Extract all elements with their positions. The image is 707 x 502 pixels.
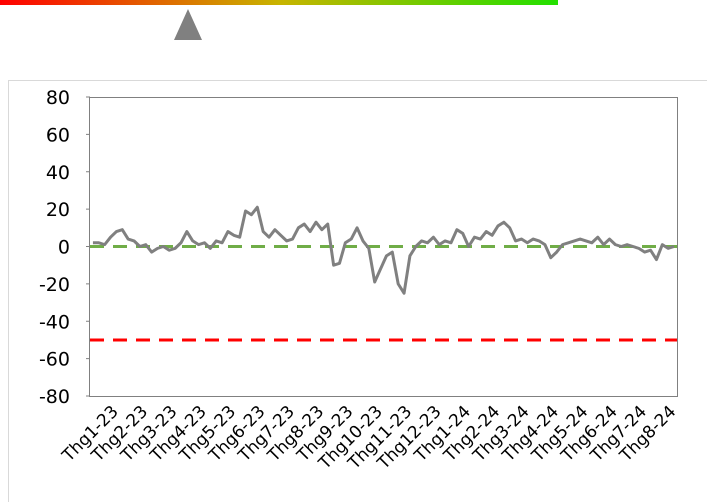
- y-tick-label: 80: [46, 87, 70, 109]
- y-tick-label: -60: [39, 349, 70, 371]
- chart-frame: [8, 80, 707, 502]
- y-tick-label: 40: [46, 162, 70, 184]
- y-tick-label: -40: [39, 311, 70, 333]
- y-tick-label: -80: [39, 386, 70, 408]
- y-tick-label: 60: [46, 124, 70, 146]
- gradient-scale: [0, 0, 558, 5]
- y-tick-label: -20: [39, 274, 70, 296]
- y-tick-label: 0: [58, 237, 70, 259]
- indicator-triangle: [174, 9, 202, 40]
- y-tick-label: 20: [46, 199, 70, 221]
- data-line: [92, 205, 675, 295]
